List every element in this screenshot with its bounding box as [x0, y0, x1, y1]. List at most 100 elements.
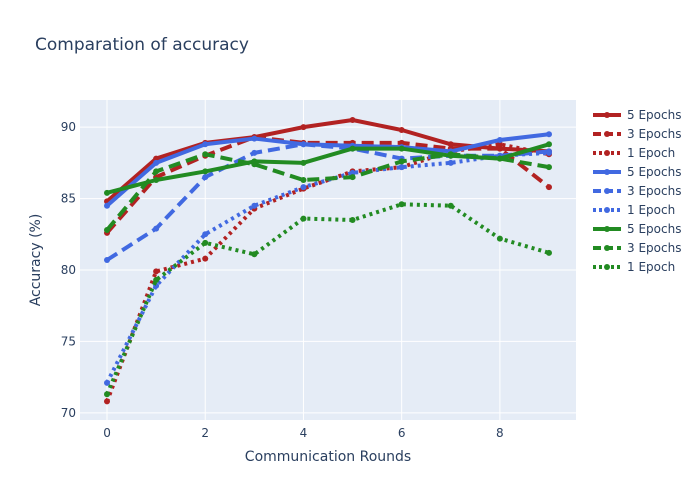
- data-point: [349, 217, 356, 223]
- legend-marker: [604, 226, 610, 232]
- x-tick-label: 0: [103, 426, 111, 440]
- tick-labels: 0 2 4 6 8 70 75 80 85 90: [61, 120, 504, 440]
- data-point: [447, 159, 454, 166]
- data-point: [349, 145, 356, 152]
- legend-item: 3 Epochs: [593, 184, 681, 198]
- data-point: [251, 251, 258, 258]
- series-8: [104, 151, 552, 233]
- series-6: [104, 149, 552, 386]
- data-point: [104, 227, 111, 233]
- data-point: [251, 149, 258, 156]
- data-point: [251, 161, 258, 168]
- data-point: [300, 159, 307, 166]
- data-point: [545, 141, 552, 148]
- series-layer: [104, 117, 552, 405]
- legend-label: 5 Epochs: [627, 222, 681, 236]
- data-point: [398, 158, 405, 165]
- y-tick-label: 80: [61, 263, 76, 277]
- data-point: [104, 257, 111, 263]
- y-axis-title: Accuracy (%): [28, 214, 44, 307]
- x-tick-label: 2: [201, 426, 209, 440]
- legend-label: 5 Epochs: [627, 165, 681, 179]
- data-point: [104, 189, 111, 196]
- legend-item: 1 Epoch: [593, 260, 675, 274]
- data-point: [202, 151, 209, 158]
- plot-background: [80, 100, 576, 420]
- data-point: [496, 141, 503, 148]
- legend-item: 5 Epochs: [593, 108, 681, 122]
- data-point: [447, 151, 454, 158]
- data-point: [349, 117, 356, 123]
- data-point: [300, 124, 307, 131]
- legend-item: 1 Epoch: [593, 146, 675, 160]
- data-point: [153, 277, 160, 283]
- series-line: [105, 152, 550, 232]
- y-tick-label: 85: [61, 192, 76, 206]
- y-tick-label: 70: [61, 406, 76, 420]
- x-axis-title: Communication Rounds: [245, 449, 411, 465]
- data-point: [300, 215, 307, 222]
- data-point: [349, 174, 356, 181]
- data-point: [251, 135, 258, 142]
- legend-label: 3 Epochs: [627, 241, 681, 255]
- legend-label: 3 Epochs: [627, 127, 681, 141]
- chart-title: Comparation of accuracy: [35, 35, 249, 55]
- data-point: [398, 201, 405, 208]
- legend-item: 3 Epochs: [593, 241, 681, 255]
- series-9: [104, 201, 552, 398]
- data-point: [300, 177, 307, 183]
- legend-item: 3 Epochs: [593, 127, 681, 141]
- x-tick-label: 8: [496, 426, 504, 440]
- data-point: [545, 184, 552, 191]
- legend-marker: [604, 207, 610, 213]
- legend-marker: [604, 169, 610, 175]
- data-point: [104, 391, 111, 398]
- data-point: [153, 177, 160, 183]
- data-point: [300, 141, 307, 148]
- data-point: [104, 398, 111, 405]
- legend-marker: [604, 131, 610, 137]
- data-point: [104, 202, 111, 209]
- data-point: [153, 225, 160, 232]
- y-tick-label: 90: [61, 120, 76, 134]
- x-tick-label: 6: [398, 426, 406, 440]
- data-point: [104, 379, 111, 386]
- data-point: [300, 184, 307, 191]
- legend-label: 1 Epoch: [627, 203, 675, 217]
- data-point: [545, 249, 552, 256]
- data-point: [251, 202, 258, 209]
- legend-label: 5 Epochs: [627, 108, 681, 122]
- y-tick-label: 75: [61, 334, 76, 348]
- x-tick-label: 4: [300, 426, 308, 440]
- legend-marker: [604, 150, 610, 156]
- data-point: [153, 155, 160, 162]
- data-point: [496, 155, 503, 162]
- data-point: [398, 127, 405, 133]
- legend-item: 5 Epochs: [593, 222, 681, 236]
- legend-label: 3 Epochs: [627, 184, 681, 198]
- legend: 5 Epochs 3 Epochs 1 Epoch 5 Epochs 3 Epochs 1…: [593, 108, 681, 274]
- series-line: [105, 150, 550, 384]
- series-line: [105, 202, 550, 396]
- data-point: [153, 159, 160, 166]
- data-point: [447, 141, 454, 148]
- data-point: [447, 202, 454, 209]
- data-point: [153, 168, 160, 175]
- data-point: [545, 164, 552, 171]
- legend-item: 1 Epoch: [593, 203, 675, 217]
- data-point: [349, 169, 356, 176]
- data-point: [153, 268, 160, 275]
- legend-marker: [604, 264, 610, 270]
- data-point: [202, 141, 209, 148]
- data-point: [398, 164, 405, 171]
- data-point: [202, 231, 209, 238]
- legend-item: 5 Epochs: [593, 165, 681, 179]
- data-point: [202, 174, 209, 181]
- data-point: [202, 239, 209, 246]
- data-point: [545, 149, 552, 156]
- data-point: [202, 255, 209, 262]
- legend-label: 1 Epoch: [627, 260, 675, 274]
- data-point: [496, 145, 503, 152]
- data-point: [496, 137, 503, 143]
